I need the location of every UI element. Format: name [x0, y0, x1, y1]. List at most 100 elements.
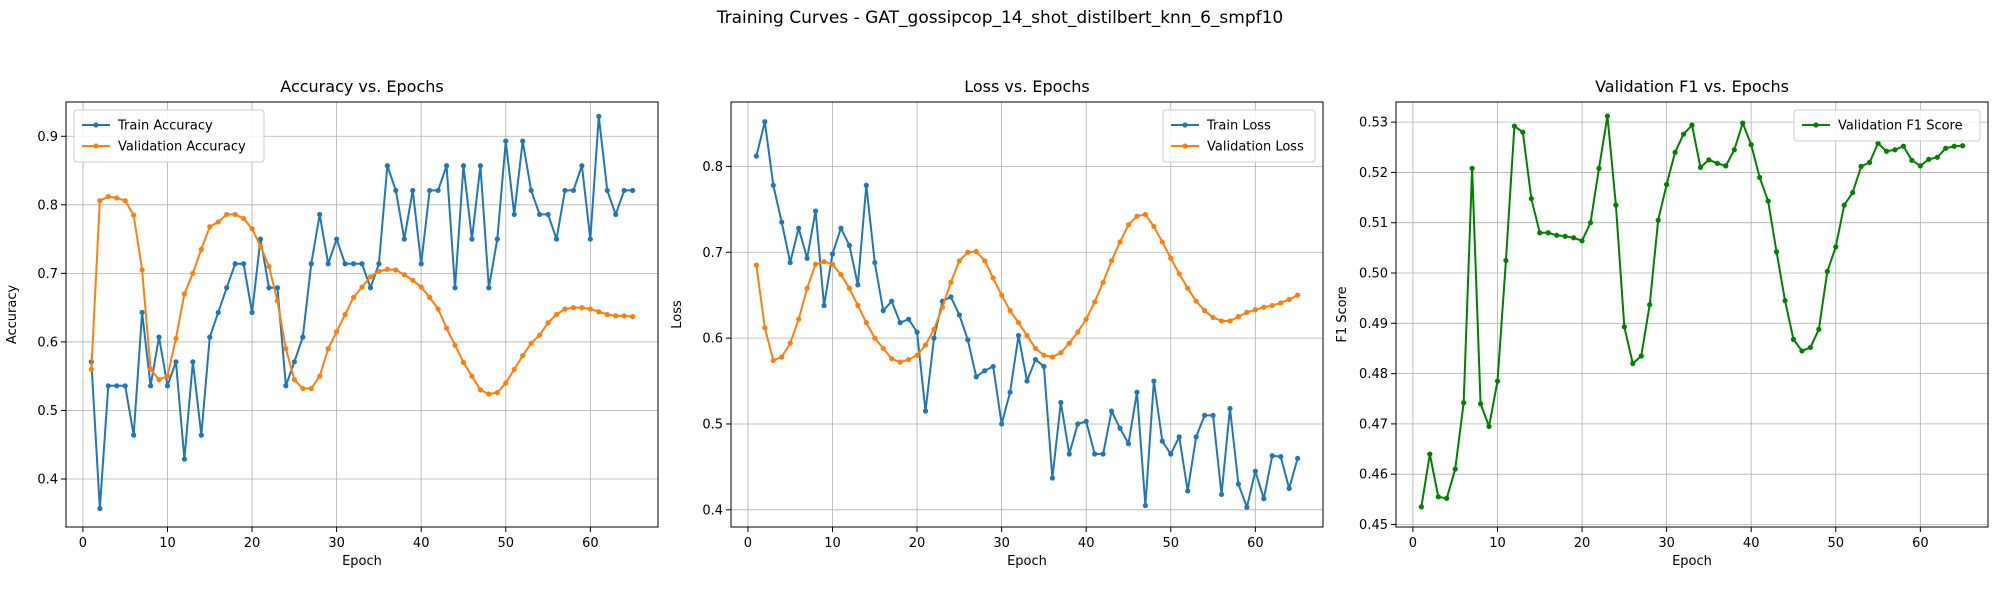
data-point [604, 187, 610, 194]
data-point [384, 163, 390, 169]
data-point [1159, 438, 1165, 444]
y-tick-label: 0.52 [1359, 166, 1388, 181]
data-point [1261, 304, 1267, 310]
data-point [1545, 230, 1551, 236]
data-point [224, 211, 230, 218]
data-point [147, 366, 154, 372]
data-point [486, 285, 492, 291]
data-point [812, 261, 819, 267]
y-tick-label: 0.51 [1359, 216, 1388, 231]
x-tick-label: 60 [1912, 536, 1929, 551]
data-point [587, 236, 593, 242]
x-tick-label: 30 [993, 536, 1010, 551]
data-point [1185, 488, 1191, 494]
figure-suptitle: Training Curves - GAT_gossipcop_14_shot_… [716, 8, 1284, 28]
data-point [1757, 174, 1763, 181]
y-tick-label: 0.53 [1359, 116, 1388, 131]
data-point [1218, 318, 1225, 324]
x-tick-label: 0 [744, 536, 752, 551]
data-point [1621, 324, 1627, 330]
data-point [1748, 142, 1754, 148]
data-point [291, 377, 297, 383]
data-point [1100, 279, 1106, 285]
data-point [1032, 356, 1039, 363]
y-tick-label: 0.49 [1359, 317, 1388, 332]
data-point [1782, 298, 1788, 304]
data-point [528, 340, 534, 346]
data-point [863, 320, 869, 326]
legend: Validation F1 Score [1793, 109, 1981, 142]
data-point [1117, 425, 1123, 431]
data-point [906, 316, 912, 322]
data-point [1007, 389, 1013, 395]
data-point [122, 383, 128, 389]
data-point [156, 377, 162, 383]
data-point [164, 383, 171, 389]
x-tick-label: 50 [497, 536, 514, 551]
data-point [1202, 308, 1208, 314]
data-point [1066, 451, 1072, 457]
y-tick-label: 0.5 [37, 404, 58, 419]
data-point [1647, 302, 1653, 308]
data-point [1765, 198, 1771, 204]
data-point [300, 385, 306, 392]
data-point [1108, 408, 1115, 414]
data-point [410, 277, 416, 283]
data-point [1278, 300, 1284, 306]
data-point [1867, 159, 1873, 165]
data-point [982, 368, 988, 374]
data-point [452, 342, 458, 348]
data-point [105, 383, 111, 389]
data-point [1943, 145, 1949, 151]
y-tick-label: 0.50 [1359, 267, 1388, 282]
x-tick-label: 10 [824, 536, 841, 551]
data-point [393, 187, 399, 194]
data-point [570, 305, 577, 311]
data-point [308, 385, 314, 392]
data-point [266, 263, 272, 270]
data-point [486, 391, 492, 397]
data-point [376, 268, 382, 274]
data-point [1252, 307, 1258, 313]
data-point [1596, 165, 1602, 171]
data-point [1134, 213, 1140, 219]
data-point [1015, 320, 1022, 326]
data-point [207, 334, 213, 340]
data-point [1714, 160, 1720, 166]
data-point [762, 325, 768, 331]
data-point [796, 316, 802, 322]
data-point [241, 261, 247, 267]
data-point [342, 261, 348, 267]
data-point [1108, 258, 1115, 264]
data-point [906, 356, 912, 363]
data-point [1269, 453, 1275, 459]
data-point [427, 294, 433, 300]
data-point [452, 285, 458, 291]
y-tick-label: 0.46 [1359, 468, 1388, 483]
data-point [804, 285, 810, 291]
y-tick-label: 0.7 [702, 246, 723, 261]
data-point [1841, 202, 1847, 208]
data-point [1235, 481, 1242, 487]
data-point [114, 383, 120, 389]
data-point [1706, 157, 1712, 163]
data-point [342, 311, 348, 318]
data-point [1672, 149, 1678, 155]
data-point [520, 353, 526, 359]
data-point [359, 284, 365, 290]
data-point [1117, 239, 1123, 245]
data-point [1278, 453, 1284, 460]
y-tick-label: 0.48 [1359, 367, 1388, 382]
data-point [1185, 285, 1191, 291]
data-point [131, 432, 137, 438]
data-point [922, 342, 929, 348]
data-point [393, 267, 399, 273]
x-axis-label: Epoch [342, 554, 382, 569]
data-point [553, 311, 560, 318]
data-point [804, 255, 810, 261]
data-point [587, 306, 593, 312]
data-point [1494, 378, 1501, 384]
chart-title: Loss vs. Epochs [964, 77, 1089, 96]
legend-box [1162, 109, 1316, 163]
data-point [537, 211, 543, 218]
